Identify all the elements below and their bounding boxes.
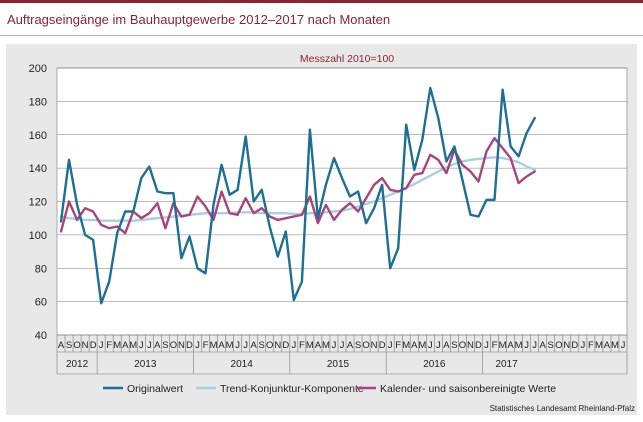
- month-label: S: [66, 340, 72, 351]
- month-label: J: [291, 340, 296, 351]
- year-label: 2017: [495, 359, 518, 370]
- month-label: M: [210, 340, 218, 351]
- month-label: A: [315, 340, 322, 351]
- month-label: J: [139, 340, 144, 351]
- year-label: 2015: [327, 359, 350, 370]
- month-label: M: [129, 340, 137, 351]
- month-label: J: [436, 340, 441, 351]
- month-label: S: [548, 340, 554, 351]
- month-label: D: [282, 340, 289, 351]
- month-label: A: [507, 340, 514, 351]
- month-label: D: [475, 340, 482, 351]
- month-label: N: [467, 340, 474, 351]
- top-accent-bar: [0, 0, 643, 3]
- y-tick-label: 200: [29, 63, 47, 75]
- month-label: A: [540, 340, 547, 351]
- month-label: J: [340, 340, 345, 351]
- y-tick-label: 160: [29, 130, 47, 142]
- month-label: A: [411, 340, 418, 351]
- source-note: Statistisches Landesamt Rheinland-Pfalz: [489, 404, 635, 413]
- month-label: J: [147, 340, 152, 351]
- month-label: S: [259, 340, 265, 351]
- month-label: J: [524, 340, 529, 351]
- month-label: M: [611, 340, 619, 351]
- month-label: J: [195, 340, 200, 351]
- chart-subtitle: Messzahl 2010=100: [300, 53, 394, 65]
- month-label: A: [218, 340, 225, 351]
- legend-label: Trend-Konjunktur-Komponente: [220, 383, 364, 395]
- month-label: M: [515, 340, 523, 351]
- month-label: J: [484, 340, 489, 351]
- month-label: A: [154, 340, 161, 351]
- month-label: M: [306, 340, 314, 351]
- y-tick-label: 60: [35, 297, 47, 309]
- y-tick-label: 80: [35, 263, 47, 275]
- month-label: M: [595, 340, 603, 351]
- month-label: A: [347, 340, 354, 351]
- month-label: F: [106, 340, 112, 351]
- month-label: A: [443, 340, 450, 351]
- month-label: M: [418, 340, 426, 351]
- month-label: N: [274, 340, 281, 351]
- month-label: D: [186, 340, 193, 351]
- legend-label: Originalwert: [127, 383, 183, 395]
- y-tick-label: 40: [35, 330, 47, 342]
- year-label: 2012: [66, 359, 89, 370]
- month-label: O: [73, 340, 80, 351]
- month-label: J: [532, 340, 537, 351]
- month-label: F: [395, 340, 401, 351]
- month-label: D: [90, 340, 97, 351]
- month-label: O: [170, 340, 177, 351]
- month-label: F: [203, 340, 209, 351]
- month-label: N: [371, 340, 378, 351]
- month-label: N: [178, 340, 185, 351]
- month-label: N: [563, 340, 570, 351]
- month-label: J: [99, 340, 104, 351]
- month-label: D: [571, 340, 578, 351]
- month-label: S: [355, 340, 361, 351]
- month-label: A: [122, 340, 129, 351]
- month-label: S: [162, 340, 168, 351]
- series-line-0: [59, 86, 536, 305]
- month-label: M: [113, 340, 121, 351]
- month-label: O: [362, 340, 369, 351]
- y-tick-label: 180: [29, 96, 47, 108]
- year-label: 2016: [423, 359, 446, 370]
- y-tick-label: 100: [29, 230, 47, 242]
- month-label: F: [299, 340, 305, 351]
- month-label: M: [402, 340, 410, 351]
- plot-frame: [56, 67, 628, 336]
- y-tick-label: 120: [29, 197, 47, 209]
- month-label: A: [251, 340, 258, 351]
- page-title: Auftragseingänge im Bauhauptgewerbe 2012…: [7, 12, 391, 27]
- month-label: A: [604, 340, 611, 351]
- month-label: S: [451, 340, 457, 351]
- y-tick-label: 140: [29, 163, 47, 175]
- month-label: A: [58, 340, 65, 351]
- month-label: M: [226, 340, 234, 351]
- month-label: O: [459, 340, 466, 351]
- month-label: F: [492, 340, 498, 351]
- legend-label: Kalender- und saisonbereinigte Werte: [380, 383, 556, 395]
- title-divider: [0, 35, 643, 36]
- year-label: 2013: [134, 359, 157, 370]
- month-label: O: [555, 340, 562, 351]
- month-label: J: [388, 340, 393, 351]
- month-label: M: [499, 340, 507, 351]
- month-label: D: [379, 340, 386, 351]
- month-label: J: [235, 340, 240, 351]
- month-label: N: [82, 340, 89, 351]
- series-line-1: [59, 156, 536, 222]
- month-label: O: [266, 340, 273, 351]
- month-label: F: [588, 340, 594, 351]
- month-label: J: [428, 340, 433, 351]
- month-label: J: [621, 340, 626, 351]
- month-label: J: [332, 340, 337, 351]
- month-label: J: [243, 340, 248, 351]
- month-label: M: [322, 340, 330, 351]
- month-label: J: [580, 340, 585, 351]
- year-label: 2014: [231, 359, 254, 370]
